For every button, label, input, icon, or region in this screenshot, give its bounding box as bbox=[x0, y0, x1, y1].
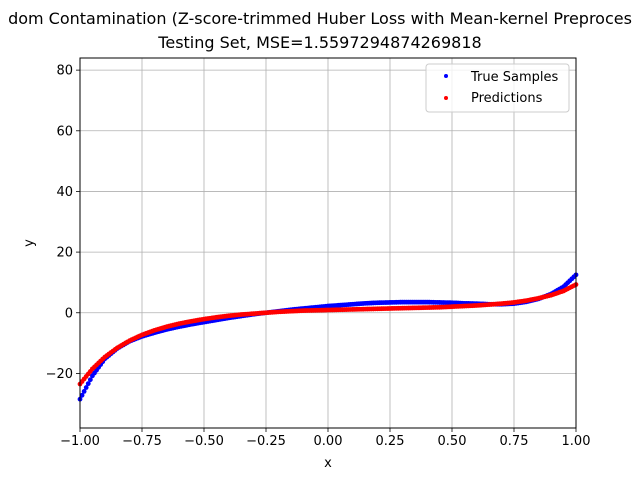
x-tick-label: 0.25 bbox=[376, 434, 405, 449]
grid-layer bbox=[79, 58, 577, 428]
true-sample-point bbox=[83, 385, 89, 390]
chart-subtitle: Testing Set, MSE=1.5597294874269818 bbox=[158, 33, 482, 52]
true-sample-point bbox=[85, 381, 91, 387]
true-sample-point bbox=[79, 392, 85, 398]
legend: True Samples Predictions bbox=[425, 63, 570, 113]
x-tick-label: −0.50 bbox=[184, 434, 224, 449]
x-tick-label: −1.00 bbox=[60, 434, 100, 449]
y-tick-label: 80 bbox=[56, 64, 73, 79]
chart-title: dom Contamination (Z-score-trimmed Huber… bbox=[8, 9, 632, 28]
y-tick-label: 60 bbox=[56, 124, 73, 139]
points-layer bbox=[77, 272, 579, 402]
legend-marker-predictions bbox=[444, 96, 448, 100]
legend-marker-true-samples bbox=[444, 74, 448, 78]
x-tick-label: 0.00 bbox=[314, 434, 343, 449]
legend-box bbox=[425, 63, 570, 113]
x-tick-label: 0.50 bbox=[438, 434, 467, 449]
y-axis-label: y bbox=[22, 239, 37, 247]
x-tick-label: 0.75 bbox=[500, 434, 529, 449]
legend-label-predictions: Predictions bbox=[471, 91, 543, 106]
true-sample-point bbox=[81, 389, 87, 394]
x-tick-label: 1.00 bbox=[562, 434, 591, 449]
y-tick-label: 40 bbox=[56, 185, 73, 200]
ticks-layer: −1.00 −0.75 −0.50 −0.25 0.00 0.25 0.50 0.75 1.00… bbox=[46, 64, 591, 449]
y-tick-label: 20 bbox=[56, 246, 73, 261]
true-sample-point bbox=[87, 377, 93, 383]
x-tick-label: −0.25 bbox=[246, 434, 286, 449]
x-axis-label: x bbox=[324, 456, 332, 471]
y-tick-label: −20 bbox=[46, 367, 73, 382]
x-tick-label: −0.75 bbox=[122, 434, 162, 449]
y-tick-label: 0 bbox=[65, 306, 73, 321]
legend-label-true-samples: True Samples bbox=[470, 70, 558, 85]
